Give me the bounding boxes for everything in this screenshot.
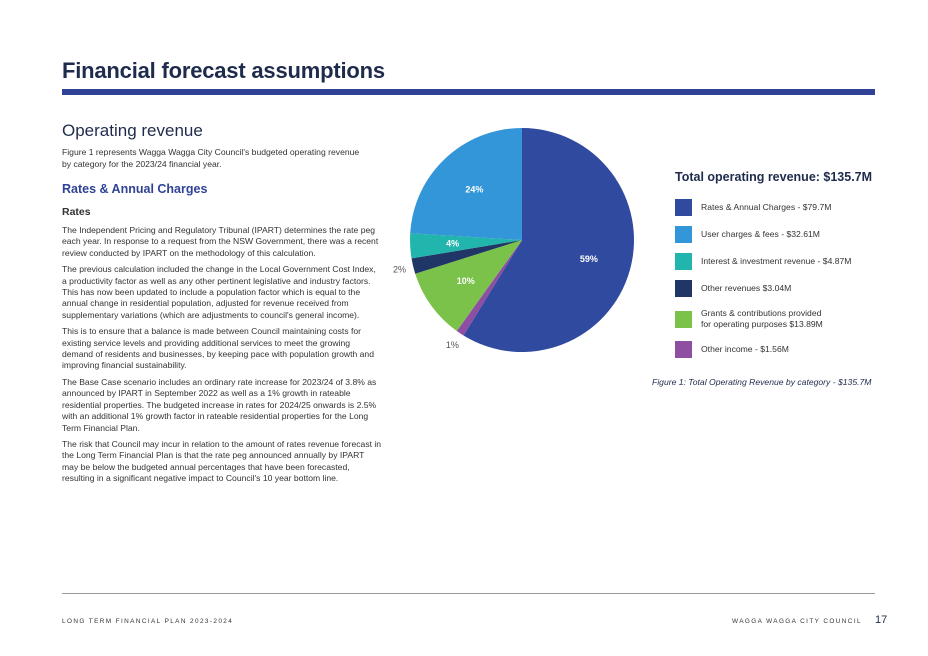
legend-swatch (675, 310, 692, 328)
legend-item: Other income - $1.56M (675, 340, 895, 358)
body-text: The Independent Pricing and Regulatory T… (62, 225, 382, 490)
page-title: Financial forecast assumptions (62, 58, 385, 83)
page-number: 17 (875, 614, 888, 626)
pie-slice-label: 1% (446, 340, 459, 350)
pie-chart-svg: 59% 1% 10% 2% 4% 24% (393, 128, 634, 352)
paragraph: The Independent Pricing and Regulatory T… (62, 225, 379, 258)
pie-slice (456, 240, 522, 336)
pie-slice-label: 4% (446, 239, 459, 249)
legend-swatch (675, 225, 692, 243)
legend-swatch (675, 340, 692, 358)
legend-items: Rates & Annual Charges - $79.7M User char… (675, 198, 895, 358)
legend-item: Interest & investment revenue - $4.87M (675, 252, 895, 270)
legend-label: Other revenues $3.04M (701, 282, 792, 293)
legend-label: Rates & Annual Charges - $79.7M (701, 201, 832, 212)
figure-caption: Figure 1: Total Operating Revenue by cat… (652, 377, 872, 387)
legend-label: User charges & fees - $32.61M (701, 228, 820, 239)
paragraph: The previous calculation included the ch… (62, 264, 376, 320)
chart-title: Total operating revenue: $135.7M (675, 170, 873, 184)
pie-chart: 59% 1% 10% 2% 4% 24% (380, 110, 670, 390)
pie-slice (410, 128, 522, 240)
legend-swatch (675, 252, 692, 270)
legend-swatch (675, 279, 692, 297)
paragraph: The risk that Council may incur in relat… (62, 438, 382, 484)
legend-item: Other revenues $3.04M (675, 279, 895, 297)
pie-slice (411, 240, 522, 274)
footer-document-title: LONG TERM FINANCIAL PLAN 2023-2024 (62, 618, 234, 625)
paragraph: The Base Case scenario includes an ordin… (62, 376, 377, 433)
legend-swatch (675, 198, 692, 216)
pie-slice (463, 128, 634, 352)
intro-paragraph: Figure 1 represents Wagga Wagga City Cou… (62, 147, 360, 169)
pie-slice (410, 233, 522, 259)
pie-slice-label: 10% (457, 276, 475, 286)
title-rule (62, 89, 875, 95)
paragraph: This is to ensure that a balance is made… (62, 326, 374, 371)
footer-organisation: WAGGA WAGGA CITY COUNCIL (732, 618, 862, 625)
legend-label: Grants & contributions provided for oper… (701, 308, 823, 329)
sub-heading: Rates & Annual Charges (62, 182, 208, 196)
pie-slice (415, 240, 522, 332)
legend-item: User charges & fees - $32.61M (675, 225, 895, 243)
legend-item: Grants & contributions provided for oper… (675, 306, 895, 332)
footer-rule (62, 593, 875, 594)
pie-slice-label: 24% (465, 184, 483, 194)
chart-legend: Total operating revenue: $135.7M Rates &… (675, 170, 895, 367)
section-heading: Operating revenue (62, 121, 203, 140)
minor-heading: Rates (62, 206, 91, 218)
legend-item: Rates & Annual Charges - $79.7M (675, 198, 895, 216)
pie-slice-label: 2% (393, 264, 406, 274)
legend-label: Other income - $1.56M (701, 343, 789, 354)
legend-label: Interest & investment revenue - $4.87M (701, 255, 852, 266)
pie-slice-label: 59% (580, 254, 598, 264)
